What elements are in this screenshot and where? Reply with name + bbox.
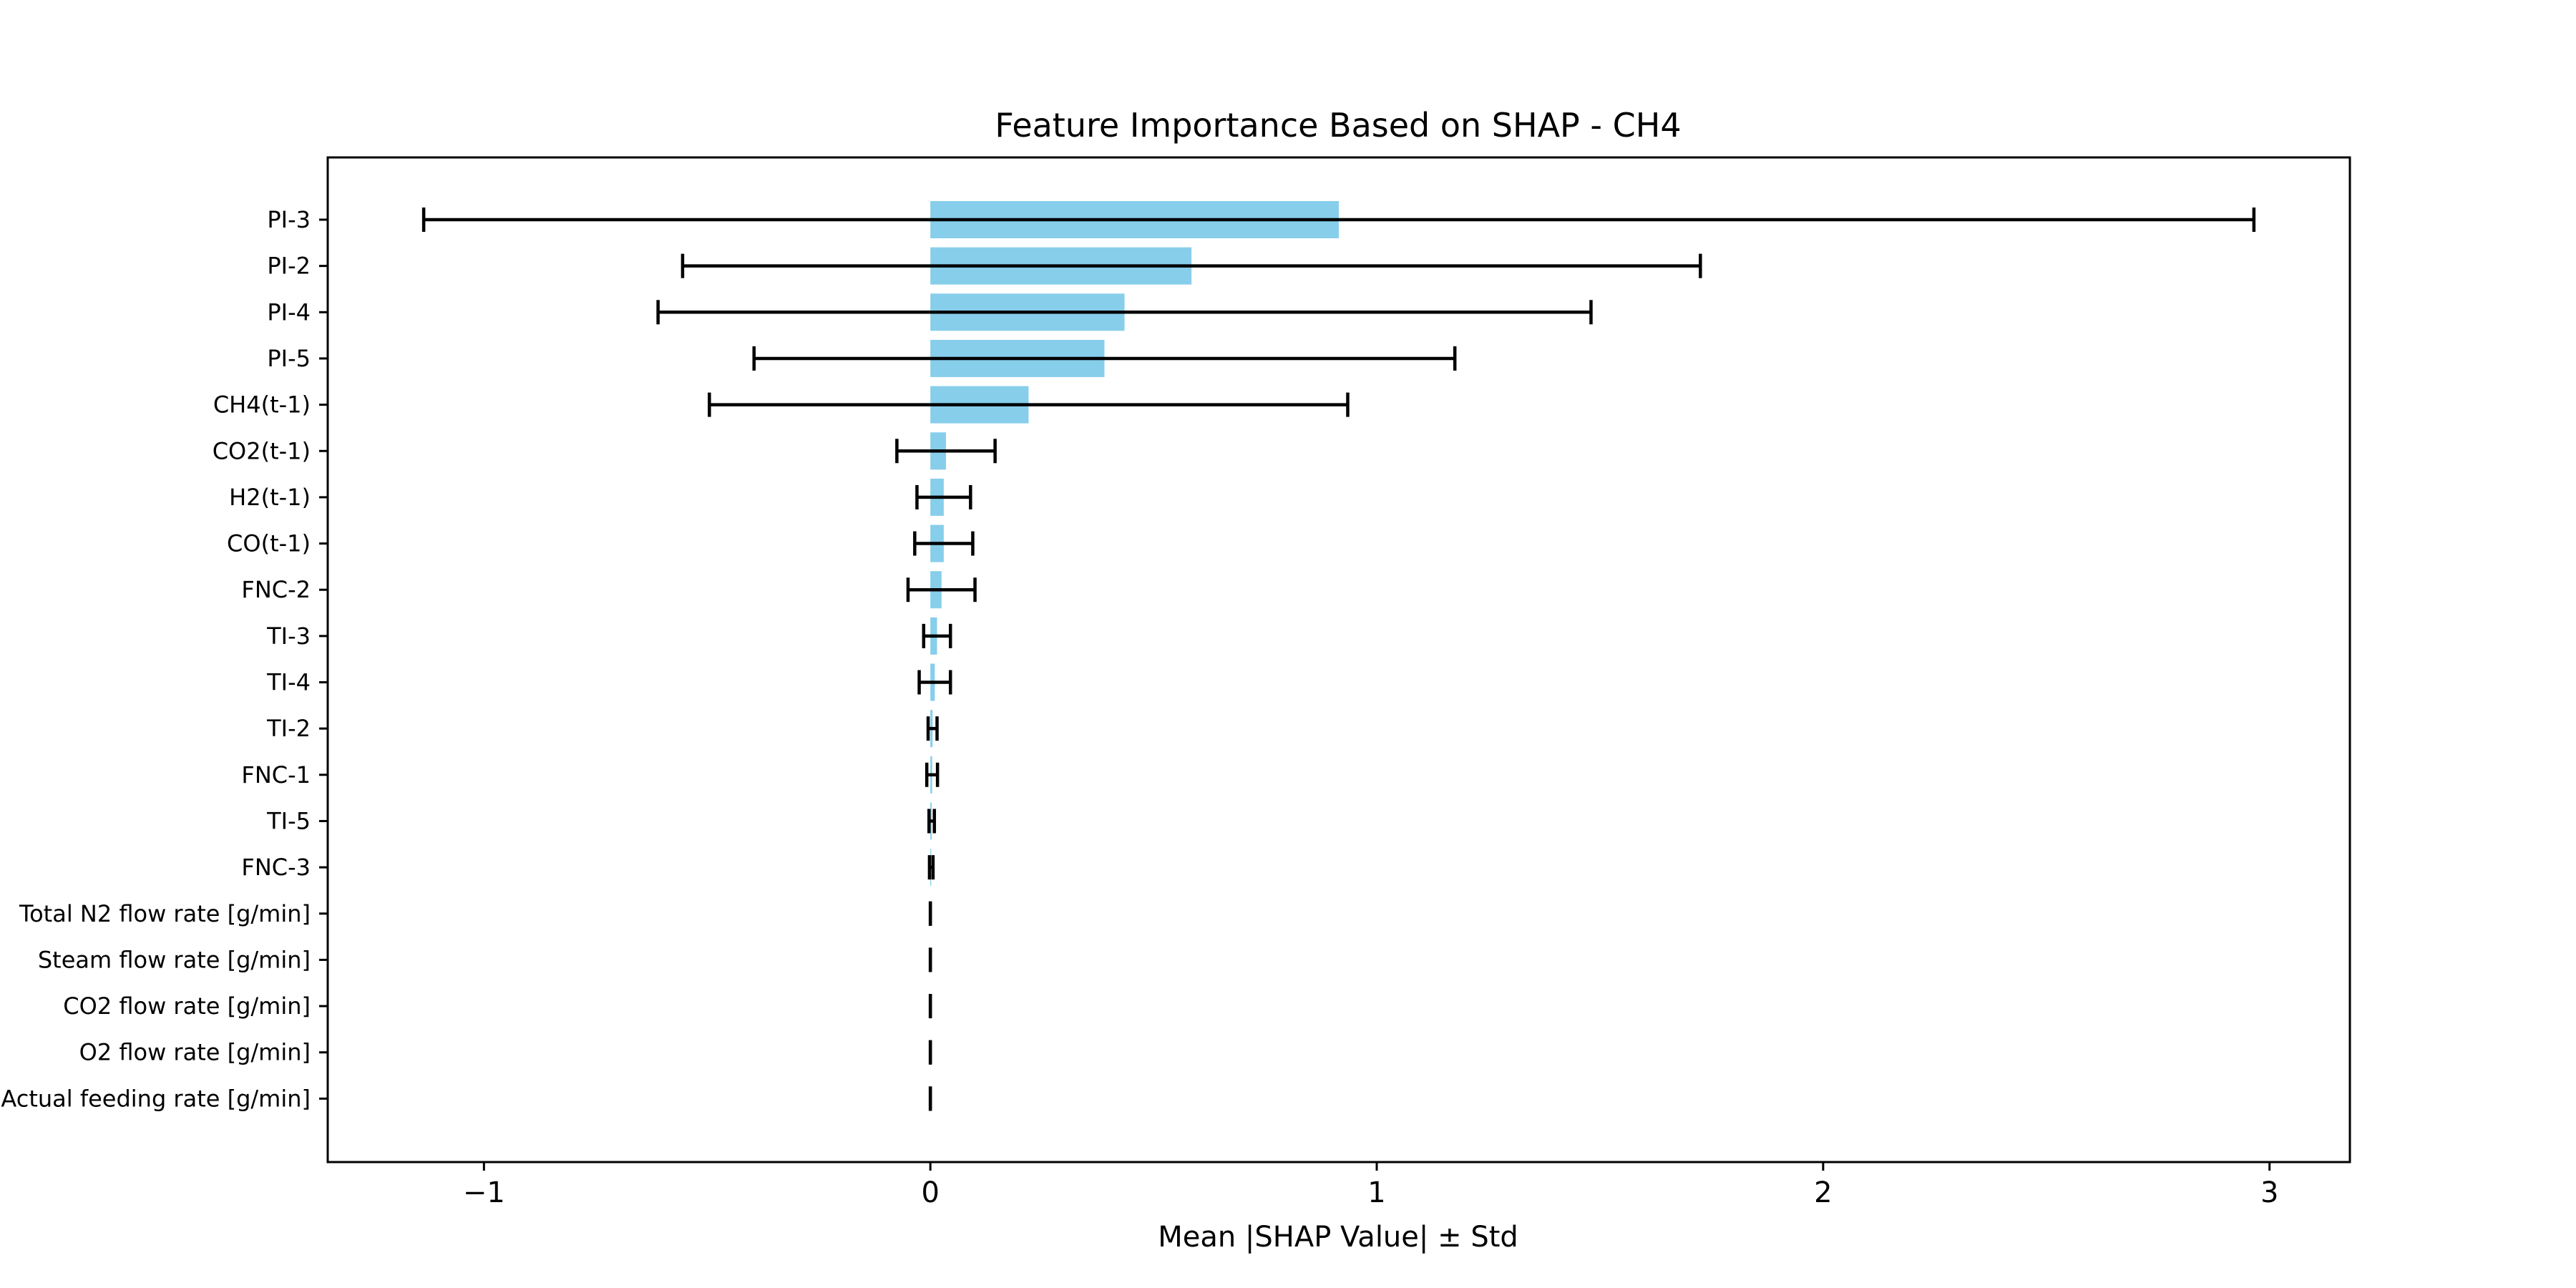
error-bar [915, 484, 972, 509]
error-bar [926, 716, 939, 741]
y-tick-label: TI-3 [266, 623, 311, 650]
y-tick-label: CO2(t-1) [213, 437, 311, 464]
y-tick-label: PI-2 [267, 253, 311, 280]
y-tick-label: PI-5 [267, 345, 311, 372]
x-tick-label: 0 [921, 1176, 939, 1209]
chart-title: Feature Importance Based on SHAP - CH4 [995, 106, 1681, 145]
x-axis-label: Mean |SHAP Value| ± Std [1158, 1221, 1518, 1254]
error-bar [680, 253, 1702, 278]
error-bar [924, 762, 940, 787]
y-tick-label: FNC-2 [241, 576, 311, 603]
y-tick-label: TI-4 [266, 669, 311, 696]
error-bar [752, 346, 1457, 371]
error-bars-group [421, 208, 2256, 1111]
y-tick-label: O2 flow rate [g/min] [79, 1039, 311, 1066]
y-tick-label: FNC-3 [241, 854, 311, 881]
x-tick-label: 3 [2260, 1176, 2278, 1209]
error-bar [927, 855, 935, 880]
error-bar [913, 531, 975, 556]
x-axis: −1 0 1 2 3 [463, 1162, 2278, 1209]
y-tick-label: PI-3 [267, 206, 311, 233]
y-tick-label: TI-5 [266, 807, 311, 834]
y-axis: PI-3 PI-2 PI-4 PI-5 CH4(t-1) CO2(t-1) H2(t-1) C… [1, 206, 328, 1112]
error-bar [922, 623, 952, 648]
error-bar [421, 208, 2256, 232]
error-bar [708, 392, 1350, 417]
y-tick-label: Actual feeding rate [g/min] [1, 1085, 311, 1112]
y-tick-label: H2(t-1) [229, 484, 311, 511]
error-bar [895, 439, 997, 464]
error-bar [906, 577, 977, 602]
y-tick-label: Total N2 flow rate [g/min] [19, 900, 311, 927]
x-tick-label: 1 [1367, 1176, 1385, 1209]
plot-frame [326, 156, 2351, 1163]
y-tick-label: Steam flow rate [g/min] [38, 946, 311, 973]
y-tick-label: CH4(t-1) [213, 391, 311, 419]
y-tick-label: PI-4 [267, 298, 311, 326]
y-tick-label: TI-2 [266, 715, 311, 742]
y-tick-label: FNC-1 [241, 761, 311, 789]
y-tick-label: CO2 flow rate [g/min] [63, 992, 311, 1020]
x-tick-label: −1 [463, 1176, 505, 1209]
y-tick-label: CO(t-1) [227, 530, 311, 557]
error-bar [927, 809, 937, 834]
x-tick-label: 2 [1814, 1176, 1832, 1209]
bars-group [930, 201, 1339, 887]
error-bar [656, 300, 1593, 325]
error-bar [917, 670, 952, 695]
